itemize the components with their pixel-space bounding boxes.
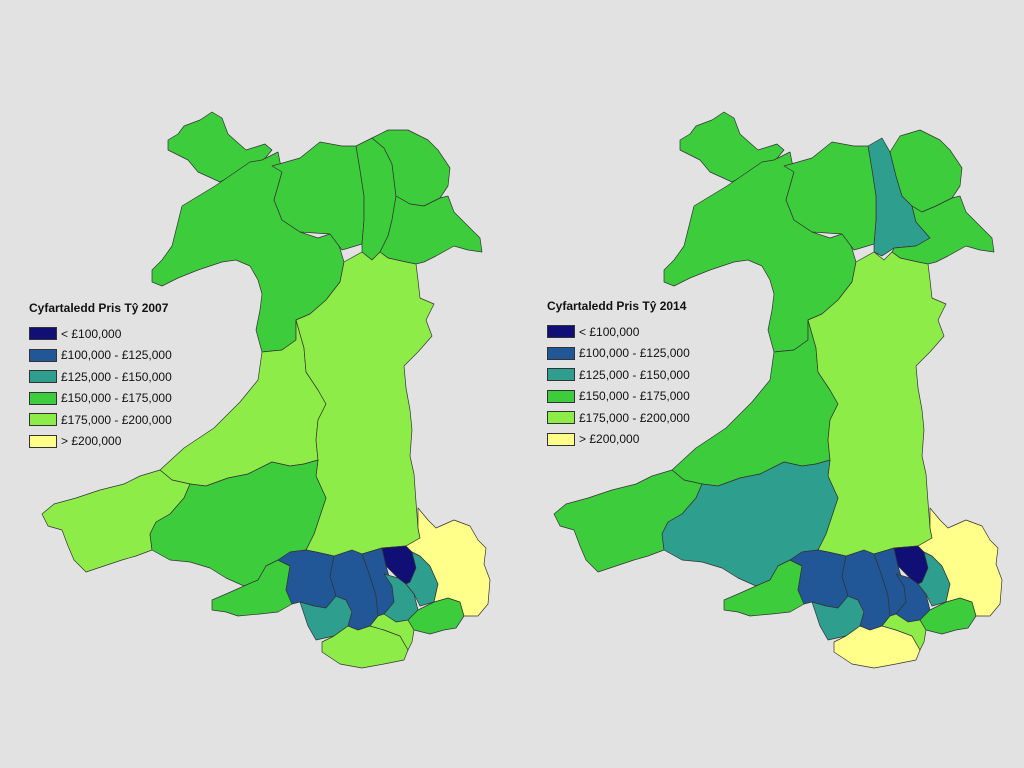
legend-item: £125,000 - £150,000 <box>29 366 172 388</box>
legend-swatch <box>547 389 575 403</box>
region-ceredigion[interactable] <box>671 319 839 487</box>
region-flintshire[interactable] <box>889 129 963 213</box>
legend-item: £175,000 - £200,000 <box>547 407 690 429</box>
legend-label: > £200,000 <box>61 434 122 449</box>
legend-2007: Cyfartaledd Pris Tŷ 2007 < £100,000 £100… <box>29 301 172 452</box>
region-cardiff[interactable] <box>369 613 415 651</box>
legend-label: £125,000 - £150,000 <box>579 367 690 382</box>
legend-label: £100,000 - £125,000 <box>579 346 690 361</box>
legend-item: > £200,000 <box>29 431 172 453</box>
region-monmouthshire[interactable] <box>405 507 491 617</box>
legend-item: £150,000 - £175,000 <box>29 388 172 410</box>
legend-item: £100,000 - £125,000 <box>547 343 690 365</box>
legend-item: < £100,000 <box>29 323 172 345</box>
legend-label: £175,000 - £200,000 <box>61 412 172 427</box>
legend-label: £150,000 - £175,000 <box>61 391 172 406</box>
legend-label: £125,000 - £150,000 <box>61 369 172 384</box>
legend-item: > £200,000 <box>547 429 690 451</box>
legend-swatch <box>547 368 575 382</box>
legend-swatch <box>547 325 575 339</box>
legend-label: > £200,000 <box>579 432 640 447</box>
legend-2014: Cyfartaledd Pris Tŷ 2014 < £100,000 £100… <box>547 299 690 450</box>
region-monmouthshire[interactable] <box>917 507 1003 617</box>
legend-label: £175,000 - £200,000 <box>579 410 690 425</box>
region-vale_of_glamorgan[interactable] <box>833 625 921 669</box>
legend-swatch <box>29 348 57 362</box>
region-wrexham[interactable] <box>891 195 995 265</box>
region-cardiff[interactable] <box>881 613 927 651</box>
legend-item: £175,000 - £200,000 <box>29 409 172 431</box>
legend-item: £100,000 - £125,000 <box>29 345 172 367</box>
legend-swatch <box>29 327 57 341</box>
legend-swatch <box>29 370 57 384</box>
legend-title: Cyfartaledd Pris Tŷ 2007 <box>29 301 169 315</box>
legend-item: < £100,000 <box>547 321 690 343</box>
region-flintshire[interactable] <box>371 129 451 207</box>
legend-swatch <box>29 434 57 448</box>
legend-swatch <box>547 346 575 360</box>
region-vale_of_glamorgan[interactable] <box>321 625 409 669</box>
region-denbighshire[interactable] <box>783 141 877 251</box>
legend-item: £125,000 - £150,000 <box>547 364 690 386</box>
legend-label: < £100,000 <box>61 326 122 341</box>
legend-label: £100,000 - £125,000 <box>61 348 172 363</box>
legend-swatch <box>547 432 575 446</box>
legend-title: Cyfartaledd Pris Tŷ 2014 <box>547 299 687 313</box>
legend-swatch <box>547 411 575 425</box>
legend-item: £150,000 - £175,000 <box>547 386 690 408</box>
legend-label: < £100,000 <box>579 324 640 339</box>
legend-swatch <box>29 413 57 427</box>
legend-swatch <box>29 391 57 405</box>
legend-label: £150,000 - £175,000 <box>579 389 690 404</box>
